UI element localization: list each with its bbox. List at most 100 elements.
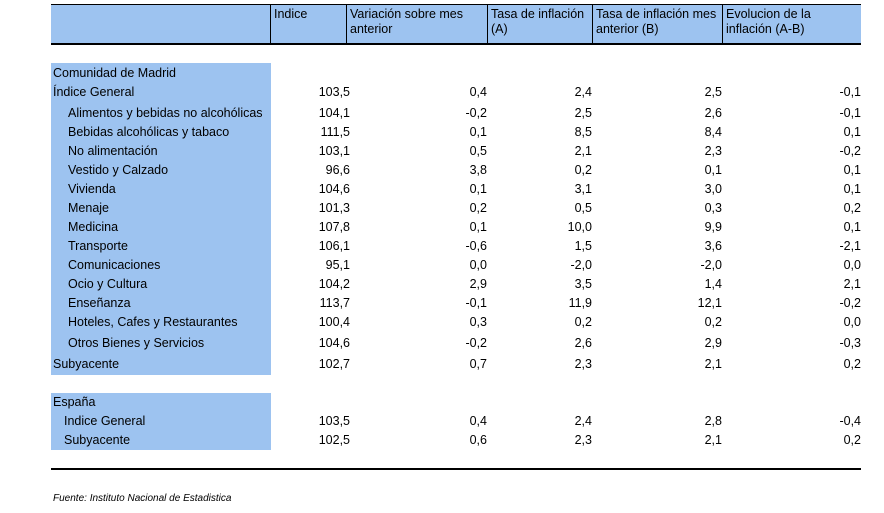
- cell-tasa-b: 8,4: [704, 125, 722, 139]
- cell-evolucion: 0,2: [843, 357, 861, 371]
- cell-tasa-b: 2,3: [704, 144, 722, 158]
- row-label: Vestido y Calzado: [68, 163, 169, 177]
- row-label: Alimentos y bebidas no alcohólicas: [68, 106, 263, 120]
- row-label: Indice General: [64, 414, 146, 428]
- cell-evolucion: -0,3: [839, 336, 861, 350]
- row-label: Vivienda: [68, 182, 116, 196]
- cell-indice: 111,5: [320, 125, 350, 139]
- cell-variacion: 0,2: [469, 201, 487, 215]
- cell-variacion: -0,1: [465, 296, 487, 310]
- cell-evolucion: -0,2: [839, 296, 861, 310]
- cell-tasa-b: 2,1: [704, 357, 722, 371]
- table-row: Menaje 101,3 0,2 0,5 0,3 0,2: [0, 199, 884, 218]
- cell-indice: 100,4: [318, 315, 350, 329]
- cell-tasa-a: 2,3: [574, 433, 592, 447]
- cell-variacion: 0,1: [469, 125, 487, 139]
- cell-tasa-a: 2,5: [574, 106, 592, 120]
- section-title-espana: España: [53, 395, 96, 409]
- cell-tasa-b: 3,6: [704, 239, 722, 253]
- cell-evolucion: -0,2: [839, 144, 861, 158]
- table-row: Bebidas alcohólicas y tabaco 111,5 0,1 8…: [0, 123, 884, 142]
- cell-tasa-b: 1,4: [704, 277, 722, 291]
- section-title-row: España: [0, 393, 884, 412]
- cell-variacion: 0,1: [469, 182, 487, 196]
- cell-indice: 95,1: [325, 258, 350, 272]
- cell-tasa-b: 9,9: [704, 220, 722, 234]
- cell-evolucion: 0,2: [843, 201, 861, 215]
- cell-evolucion: 0,0: [843, 258, 861, 272]
- header-bottom-rule: [51, 43, 861, 45]
- table-row: No alimentación 103,1 0,5 2,1 2,3 -0,2: [0, 142, 884, 161]
- table-row: Índice General 103,5 0,4 2,4 2,5 -0,1: [0, 83, 884, 102]
- cell-tasa-a: 3,1: [574, 182, 592, 196]
- row-label: Medicina: [68, 220, 119, 234]
- cell-tasa-b: 2,1: [704, 433, 722, 447]
- cell-evolucion: -0,1: [839, 85, 861, 99]
- header-background: [51, 4, 861, 44]
- cell-tasa-b: 12,1: [697, 296, 722, 310]
- header-evolucion: Evolucion de la inflación (A-B): [722, 4, 861, 44]
- table-row: Enseñanza 113,7 -0,1 11,9 12,1 -0,2: [0, 294, 884, 313]
- cell-tasa-b: 0,2: [704, 315, 722, 329]
- cell-tasa-a: 2,1: [574, 144, 592, 158]
- section-title-row: Comunidad de Madrid: [0, 64, 884, 83]
- cell-variacion: 3,8: [469, 163, 487, 177]
- cell-tasa-b: 0,3: [704, 201, 722, 215]
- cell-evolucion: 0,1: [843, 220, 861, 234]
- cell-variacion: -0,6: [465, 239, 487, 253]
- cell-evolucion: 2,1: [843, 277, 861, 291]
- cell-indice: 103,1: [318, 144, 350, 158]
- cell-evolucion: -0,4: [839, 414, 861, 428]
- cell-variacion: 0,0: [469, 258, 487, 272]
- table-header: Indice Variación sobre mes anterior Tasa…: [0, 0, 884, 48]
- cell-tasa-a: 2,4: [574, 85, 592, 99]
- cell-tasa-a: -2,0: [570, 258, 592, 272]
- cell-evolucion: 0,0: [843, 315, 861, 329]
- cell-tasa-a: 10,0: [567, 220, 592, 234]
- header-tasa-a: Tasa de inflación (A): [487, 4, 592, 44]
- madrid-label-column: [51, 63, 271, 375]
- cell-tasa-b: 0,1: [704, 163, 722, 177]
- cell-tasa-a: 0,2: [574, 315, 592, 329]
- cell-tasa-a: 2,4: [574, 414, 592, 428]
- row-label: Menaje: [68, 201, 109, 215]
- cell-indice: 104,1: [318, 106, 350, 120]
- cell-evolucion: 0,2: [843, 433, 861, 447]
- cell-indice: 113,7: [319, 296, 350, 310]
- table-row: Subyacente 102,7 0,7 2,3 2,1 0,2: [0, 355, 884, 374]
- cell-evolucion: -2,1: [839, 239, 861, 253]
- table-row: Ocio y Cultura 104,2 2,9 3,5 1,4 2,1: [0, 275, 884, 294]
- table-row: Indice General 103,5 0,4 2,4 2,8 -0,4: [0, 412, 884, 431]
- cell-tasa-b: -2,0: [700, 258, 722, 272]
- row-label: No alimentación: [68, 144, 158, 158]
- cell-variacion: 2,9: [469, 277, 487, 291]
- row-label: Comunicaciones: [68, 258, 161, 272]
- table-row: Transporte 106,1 -0,6 1,5 3,6 -2,1: [0, 237, 884, 256]
- cell-indice: 106,1: [318, 239, 350, 253]
- table-row: Medicina 107,8 0,1 10,0 9,9 0,1: [0, 218, 884, 237]
- row-label: Hoteles, Cafes y Restaurantes: [68, 315, 238, 329]
- table-row: Comunicaciones 95,1 0,0 -2,0 -2,0 0,0: [0, 256, 884, 275]
- header-variacion: Variación sobre mes anterior: [346, 4, 487, 44]
- row-label: Subyacente: [64, 433, 131, 447]
- cell-tasa-a: 11,9: [568, 296, 592, 310]
- source-note: Fuente: Instituto Nacional de Estadistic…: [53, 493, 232, 504]
- cell-tasa-b: 2,9: [704, 336, 722, 350]
- cell-tasa-a: 3,5: [574, 277, 592, 291]
- row-label: Ocio y Cultura: [68, 277, 148, 291]
- table-row: Vivienda 104,6 0,1 3,1 3,0 0,1: [0, 180, 884, 199]
- cell-tasa-b: 3,0: [704, 182, 722, 196]
- cell-variacion: 0,4: [469, 85, 487, 99]
- cell-indice: 103,5: [318, 85, 350, 99]
- cell-indice: 103,5: [318, 414, 350, 428]
- cell-variacion: 0,4: [469, 414, 487, 428]
- cell-tasa-a: 0,5: [574, 201, 592, 215]
- cell-variacion: 0,5: [469, 144, 487, 158]
- table-bottom-rule: [51, 468, 861, 470]
- cell-variacion: 0,6: [469, 433, 487, 447]
- table-row: Vestido y Calzado 96,6 3,8 0,2 0,1 0,1: [0, 161, 884, 180]
- row-label: Enseñanza: [68, 296, 131, 310]
- header-tasa-b: Tasa de inflación mes anterior (B): [592, 4, 722, 44]
- cell-evolucion: -0,1: [839, 106, 861, 120]
- cell-tasa-a: 8,5: [574, 125, 592, 139]
